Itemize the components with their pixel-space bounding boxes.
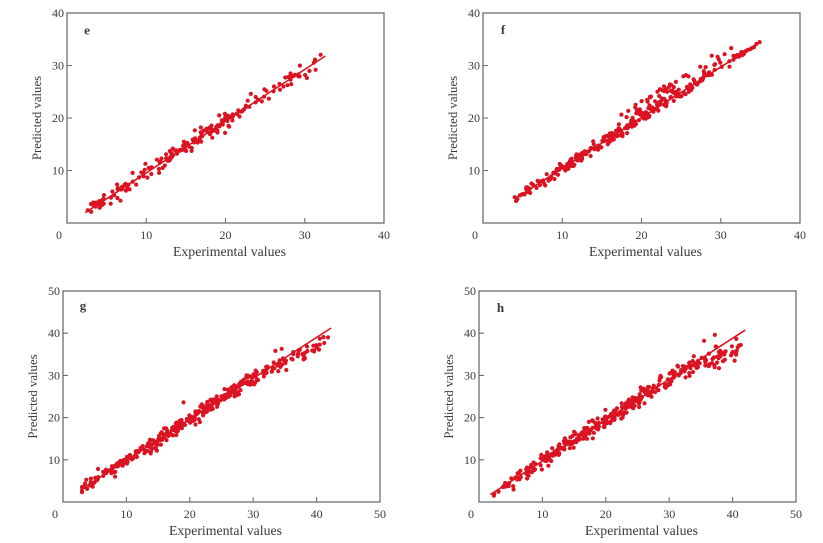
svg-text:10: 10 xyxy=(140,228,152,242)
svg-text:40: 40 xyxy=(52,6,64,20)
svg-text:Predicted values: Predicted values xyxy=(446,76,460,160)
svg-text:40: 40 xyxy=(794,228,806,242)
svg-text:20: 20 xyxy=(220,228,232,242)
svg-text:30: 30 xyxy=(468,59,480,73)
svg-text:Experimental values: Experimental values xyxy=(585,523,698,538)
svg-text:30: 30 xyxy=(715,228,727,242)
svg-text:50: 50 xyxy=(374,507,386,521)
svg-text:30: 30 xyxy=(464,368,476,382)
svg-text:f: f xyxy=(501,22,506,37)
svg-text:Predicted values: Predicted values xyxy=(30,76,44,160)
svg-text:20: 20 xyxy=(52,111,64,125)
svg-text:Experimental values: Experimental values xyxy=(173,244,286,259)
svg-text:e: e xyxy=(84,23,90,38)
svg-text:10: 10 xyxy=(536,507,548,521)
svg-text:10: 10 xyxy=(556,228,568,242)
svg-text:20: 20 xyxy=(600,507,612,521)
svg-text:20: 20 xyxy=(464,411,476,425)
svg-text:0: 0 xyxy=(56,228,62,242)
svg-text:30: 30 xyxy=(247,507,259,521)
svg-text:50: 50 xyxy=(464,284,476,298)
svg-text:10: 10 xyxy=(52,164,64,178)
svg-text:20: 20 xyxy=(636,228,648,242)
svg-text:h: h xyxy=(497,300,505,315)
svg-text:10: 10 xyxy=(120,507,132,521)
svg-text:0: 0 xyxy=(472,228,478,242)
svg-text:40: 40 xyxy=(464,326,476,340)
svg-text:Experimental values: Experimental values xyxy=(589,244,702,259)
svg-text:Predicted values: Predicted values xyxy=(26,354,40,438)
svg-text:Experimental values: Experimental values xyxy=(169,523,282,538)
svg-text:30: 30 xyxy=(52,59,64,73)
svg-text:30: 30 xyxy=(299,228,311,242)
svg-text:20: 20 xyxy=(468,111,480,125)
svg-text:40: 40 xyxy=(48,326,60,340)
svg-text:40: 40 xyxy=(727,507,739,521)
svg-text:30: 30 xyxy=(48,368,60,382)
svg-text:20: 20 xyxy=(48,411,60,425)
svg-text:20: 20 xyxy=(184,507,196,521)
svg-text:10: 10 xyxy=(468,164,480,178)
svg-text:40: 40 xyxy=(468,6,480,20)
svg-text:40: 40 xyxy=(311,507,323,521)
svg-text:g: g xyxy=(80,298,87,313)
svg-text:30: 30 xyxy=(663,507,675,521)
svg-text:0: 0 xyxy=(52,507,58,521)
svg-text:40: 40 xyxy=(378,228,390,242)
svg-text:50: 50 xyxy=(790,507,802,521)
svg-text:10: 10 xyxy=(464,453,476,467)
svg-text:50: 50 xyxy=(48,284,60,298)
svg-text:10: 10 xyxy=(48,453,60,467)
svg-text:Predicted values: Predicted values xyxy=(442,354,456,438)
svg-text:0: 0 xyxy=(468,507,474,521)
